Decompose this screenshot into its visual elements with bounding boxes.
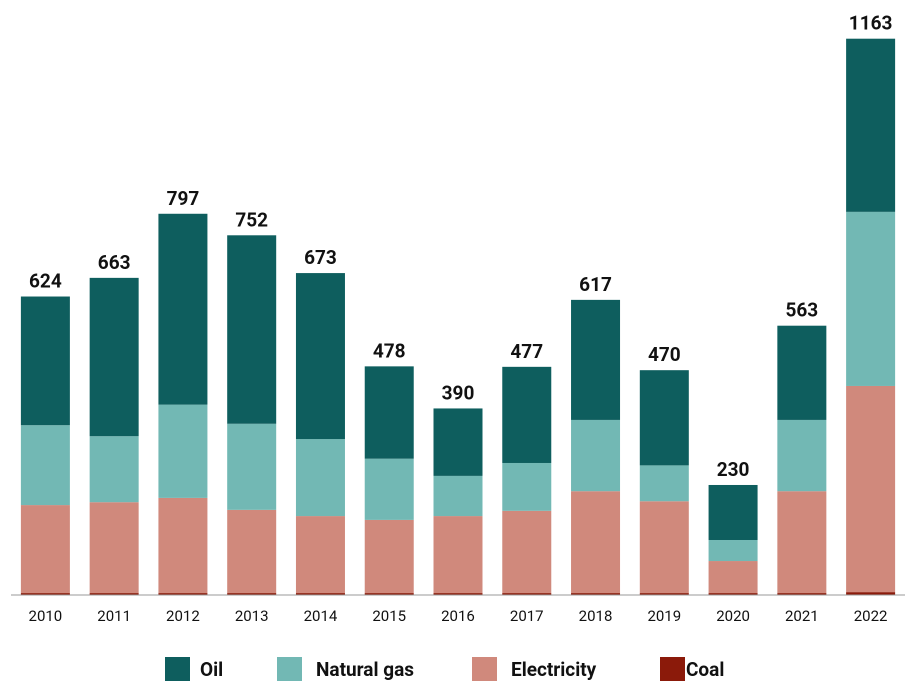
bar-segment [433, 593, 483, 595]
bar-segment [777, 593, 827, 595]
bar-segment [20, 425, 70, 506]
bar-segment [846, 385, 896, 593]
bar-segment [433, 408, 483, 476]
bar-segment [364, 593, 414, 595]
legend-swatch [165, 657, 190, 681]
bar-segment [20, 593, 70, 595]
x-tick-label: 2018 [579, 607, 613, 625]
bar-segment [89, 502, 139, 594]
bar-segment [846, 592, 896, 595]
x-tick-label: 2011 [97, 607, 131, 625]
legend-label: Electricity [511, 658, 597, 681]
bar-segment [227, 593, 277, 595]
total-label: 797 [167, 187, 200, 210]
x-tick-label: 2014 [304, 607, 338, 625]
legend-label: Oil [200, 658, 223, 681]
bar-segment [20, 296, 70, 426]
legend-label: Natural gas [316, 658, 414, 681]
x-tick-label: 2013 [235, 607, 269, 625]
bar-segment [708, 593, 758, 595]
x-tick-label: 2021 [785, 607, 819, 625]
total-label: 478 [373, 339, 406, 362]
bar-segment [502, 593, 552, 595]
bar-segment [295, 439, 345, 517]
bar-segment [502, 366, 552, 463]
bar-segment [158, 593, 208, 595]
bar-segment [502, 462, 552, 511]
bar-segment [708, 561, 758, 594]
total-label: 563 [785, 299, 818, 322]
total-label: 752 [235, 208, 268, 231]
x-tick-label: 2019 [647, 607, 681, 625]
bar-segment [777, 491, 827, 594]
bar-segment [777, 419, 827, 492]
bar-segment [364, 366, 414, 459]
x-tick-label: 2012 [166, 607, 200, 625]
legend-swatch [660, 657, 685, 681]
bar-segment [639, 593, 689, 595]
total-label: 230 [717, 458, 750, 481]
bar-segment [571, 593, 621, 595]
bar-segment [295, 593, 345, 595]
bar-segment [295, 273, 345, 440]
bar-segment [89, 277, 139, 437]
total-label: 1163 [849, 12, 893, 35]
x-tick-label: 2017 [510, 607, 544, 625]
legend-swatch [277, 657, 302, 681]
total-label: 470 [648, 343, 681, 366]
bar-segment [846, 38, 896, 212]
bar-segment [89, 436, 139, 503]
bar-segment [227, 423, 277, 510]
bar-segment [571, 491, 621, 594]
bar-segment [158, 213, 208, 405]
total-label: 617 [579, 273, 612, 296]
bar-segment [433, 516, 483, 594]
bar-segment [639, 370, 689, 466]
bar-segment [158, 497, 208, 594]
bar-segment [89, 593, 139, 595]
x-tick-label: 2015 [372, 607, 406, 625]
bar-segment [571, 419, 621, 492]
legend-label: Coal [686, 658, 724, 681]
bar-segment [20, 505, 70, 594]
total-label: 663 [98, 251, 131, 274]
bar-segment [708, 484, 758, 540]
x-tick-label: 2022 [854, 607, 888, 625]
bar-segment [433, 475, 483, 517]
bar-segment [846, 211, 896, 386]
bar-segment [639, 501, 689, 594]
legend-swatch [472, 657, 497, 681]
bar-segment [639, 465, 689, 502]
bar-segment [502, 510, 552, 594]
bar-segment [227, 509, 277, 594]
bar-segment [777, 325, 827, 420]
total-label: 624 [29, 270, 62, 293]
x-tick-label: 2016 [441, 607, 475, 625]
bar-segment [227, 235, 277, 424]
bar-segment [158, 404, 208, 498]
x-tick-label: 2020 [716, 607, 750, 625]
bar-segment [364, 519, 414, 594]
x-tick-label: 2010 [29, 607, 63, 625]
bar-segment [295, 516, 345, 594]
total-label: 673 [304, 246, 337, 269]
bar-segment [708, 539, 758, 562]
bar-segment [364, 458, 414, 520]
bar-segment [571, 299, 621, 420]
total-label: 477 [510, 340, 543, 363]
total-label: 390 [442, 381, 475, 404]
